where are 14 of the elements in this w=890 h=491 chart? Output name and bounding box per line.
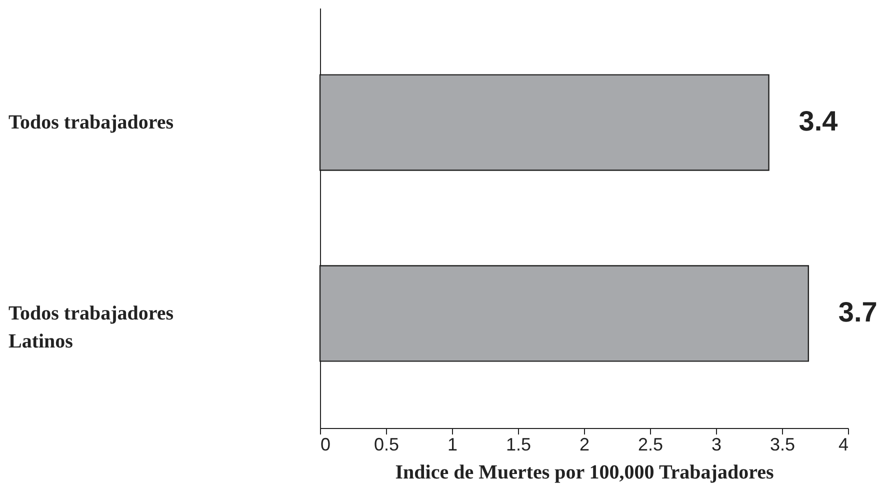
- x-tick-label: 2.5: [638, 434, 664, 454]
- x-tick-label: 2: [579, 434, 590, 454]
- x-tick-label: 1.5: [506, 434, 532, 454]
- x-axis-title: Indice de Muertes por 100,000 Trabajadores: [395, 462, 774, 484]
- y-tick-label: Todos trabajadores Latinos: [8, 302, 174, 352]
- x-tick-label: 4: [838, 434, 848, 454]
- x-tick-label: 3.5: [770, 434, 796, 454]
- y-tick-label: Todos trabajadores: [8, 112, 174, 134]
- x-tick-label: 3: [711, 434, 722, 454]
- x-tick-label: 0: [320, 434, 331, 454]
- x-tick-label: 1: [447, 434, 458, 454]
- x-tick-label: 0.5: [374, 434, 400, 454]
- data-label: 3.4: [798, 106, 838, 137]
- data-label: 3.7: [838, 296, 878, 328]
